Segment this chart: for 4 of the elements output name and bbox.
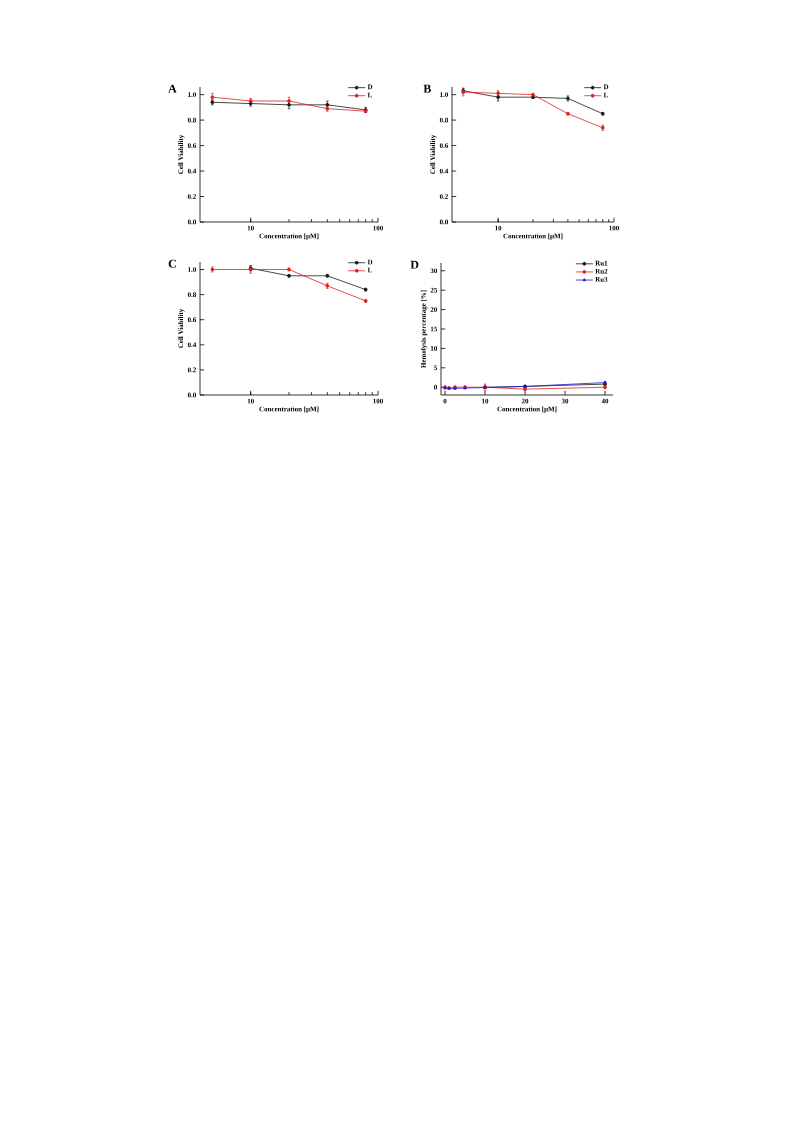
chart-title: C: [168, 259, 176, 268]
chart-title: B: [423, 84, 431, 93]
chart-title: A: [168, 84, 177, 93]
chart-title: D: [410, 260, 419, 269]
